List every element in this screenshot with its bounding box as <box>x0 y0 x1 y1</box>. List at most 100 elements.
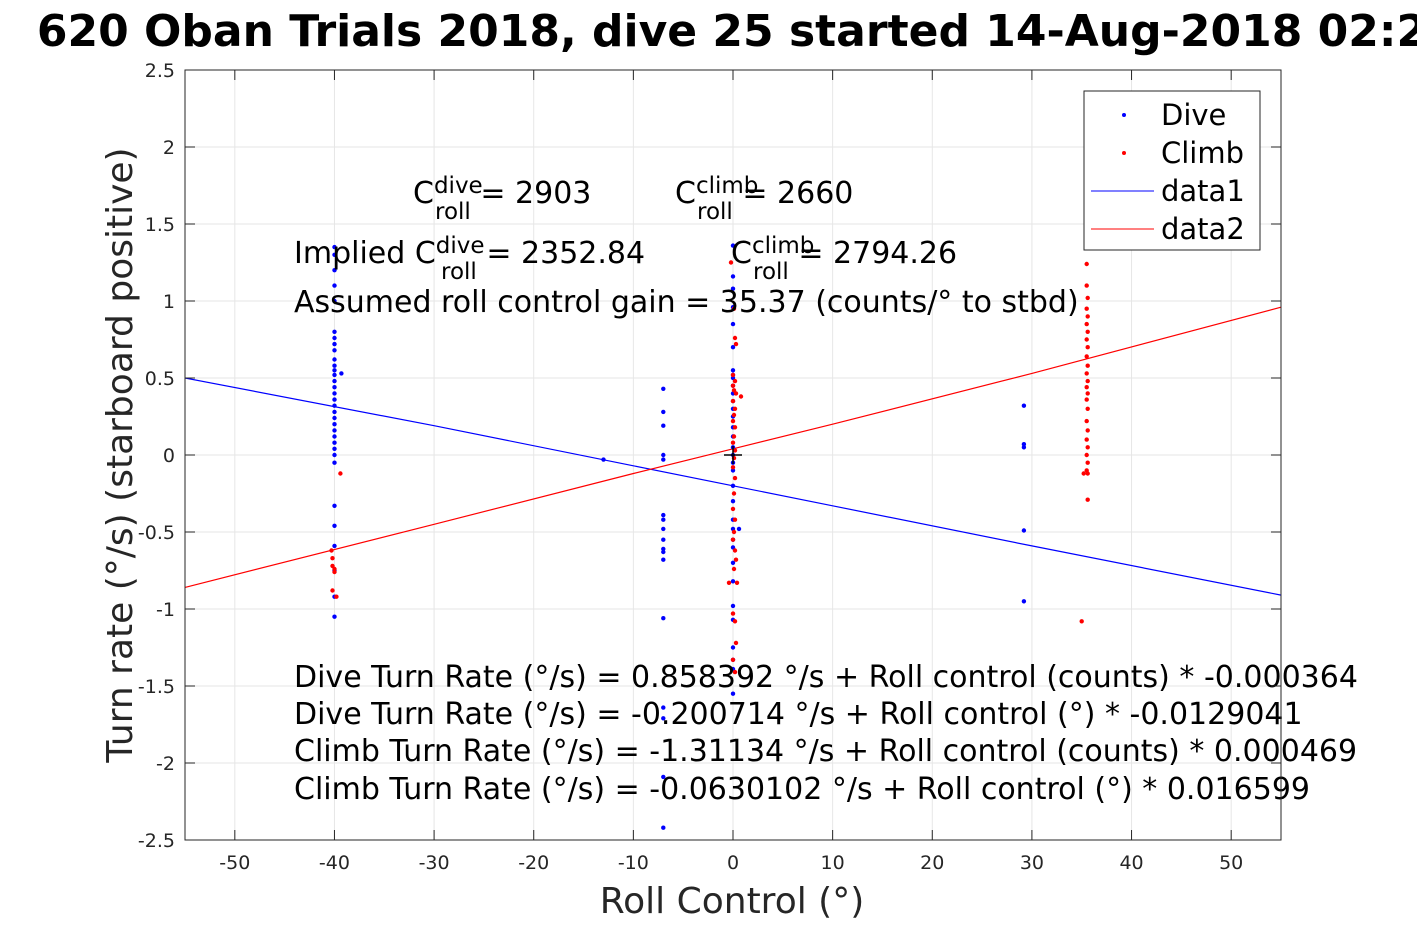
annotation-c-climb-sup: climb <box>696 173 758 199</box>
data-point-dive <box>730 645 736 650</box>
data-point-climb <box>1084 371 1089 376</box>
data-point-climb <box>1085 406 1090 411</box>
annotation-implied-climb: Cclimb roll = 2794.26 <box>731 233 957 285</box>
data-point-climb <box>731 306 737 311</box>
data-point-dive <box>332 403 337 408</box>
data-point-dive <box>661 452 666 458</box>
data-point-climb <box>1084 337 1089 342</box>
legend-box <box>1083 90 1261 251</box>
data-point-dive <box>332 348 337 353</box>
data-point-climb <box>1084 397 1089 402</box>
data-point-climb <box>1085 295 1090 301</box>
data-points <box>329 243 1090 830</box>
data-point-climb <box>731 412 737 418</box>
data-point-dive <box>661 774 666 780</box>
data-point-dive <box>332 460 337 465</box>
data-point-climb <box>1084 385 1089 390</box>
legend-climb-marker <box>1122 151 1126 155</box>
legend-dive-marker <box>1122 113 1126 117</box>
data-point-climb <box>730 657 736 662</box>
legend-climb-label: Climb <box>1161 136 1244 170</box>
data-point-climb <box>734 580 740 585</box>
axis-ticks <box>185 69 1281 841</box>
data-point-dive <box>332 252 337 257</box>
data-point-dive <box>661 423 666 428</box>
data-point-climb <box>733 341 739 347</box>
data-point-dive <box>332 363 337 368</box>
annotation-implied-prefix: Implied C <box>294 236 436 271</box>
data-point-dive <box>332 452 337 458</box>
data-point-climb <box>731 434 737 439</box>
data-point-dive <box>661 705 666 710</box>
annotation-c-climb: Cclimb roll = 2660 <box>675 173 853 225</box>
data-point-dive <box>332 614 337 619</box>
legend: Dive Climb data1 data2 <box>1083 90 1261 251</box>
annotation-implied-dive-sub: roll <box>441 259 477 285</box>
data-point-climb <box>338 471 343 476</box>
annotation-c-dive-sub: roll <box>435 199 471 225</box>
data-point-dive <box>730 603 736 609</box>
data-point-dive <box>661 557 666 562</box>
annotation-implied-climb-main: C <box>731 236 752 271</box>
annotation-c-dive: Cdive roll = 2903 <box>413 173 591 225</box>
origin-marker <box>724 446 742 464</box>
annotation-equation-climb-counts: Climb Turn Rate (°/s) = -1.31134 °/s + R… <box>294 734 1357 769</box>
tick-labels: -50 -40 -30 -20 -10 0 10 20 30 40 50-2.5-2-1.5-1-0… <box>138 60 1243 874</box>
data-point-dive <box>730 483 736 488</box>
data-point-climb <box>730 372 736 378</box>
data-point-climb <box>730 418 736 424</box>
data-point-dive <box>736 526 742 532</box>
data-point-dive <box>332 409 337 415</box>
data-point-dive <box>661 546 666 552</box>
data-point-dive <box>332 543 337 549</box>
y-tick-label: 1.5 <box>145 214 175 236</box>
y-tick-label: -1 <box>156 599 175 621</box>
data-point-dive <box>332 385 337 390</box>
data-point-dive <box>661 386 666 391</box>
y-tick-label: 2 <box>163 137 175 159</box>
x-tick-label: -40 <box>319 852 350 874</box>
annotation-equation-dive-degrees: Dive Turn Rate (°/s) = -0.200714 °/s + R… <box>294 697 1303 732</box>
data-point-dive <box>661 616 666 621</box>
legend-dive-label: Dive <box>1161 98 1226 132</box>
data-point-dive <box>730 345 736 350</box>
annotation-c-climb-main: C <box>675 176 696 211</box>
data-point-climb <box>1081 471 1086 476</box>
x-tick-label: 50 <box>1219 852 1243 874</box>
annotation-implied-climb-sup: climb <box>752 233 814 259</box>
x-tick-label: 30 <box>1020 852 1044 874</box>
data-point-dive <box>661 517 666 522</box>
data-point-dive <box>1021 442 1027 447</box>
data-point-dive <box>332 440 337 445</box>
data-point-dive <box>661 716 666 721</box>
annotation-c-dive-value: = 2903 <box>471 176 592 211</box>
data-point-dive <box>730 691 736 696</box>
data-point-dive <box>661 825 666 830</box>
data-point-dive <box>332 244 337 250</box>
data-point-dive <box>661 457 666 462</box>
data-point-climb <box>1085 329 1090 334</box>
x-tick-label: -20 <box>518 852 549 874</box>
data-point-dive <box>332 335 337 341</box>
data-point-dive <box>332 283 337 288</box>
data-point-dive <box>332 372 337 378</box>
x-tick-label: 40 <box>1119 852 1143 874</box>
data-point-dive <box>332 329 337 334</box>
annotation-c-dive-main: C <box>413 176 434 211</box>
data-point-climb <box>1084 437 1089 442</box>
data-point-climb <box>1085 497 1090 502</box>
data-point-climb <box>733 391 739 396</box>
data-point-climb <box>334 594 339 599</box>
data-point-climb <box>1085 314 1090 319</box>
data-point-dive <box>332 523 337 528</box>
data-point-climb <box>1085 378 1090 384</box>
annotation-implied-dive: Implied Cdive roll = 2352.84 <box>294 233 645 285</box>
data-point-climb <box>730 398 736 404</box>
annotation-implied-climb-value: = 2794.26 <box>789 236 957 271</box>
x-tick-label: 10 <box>821 852 845 874</box>
data-point-climb <box>1084 354 1089 359</box>
data-point-climb <box>732 517 738 522</box>
data-point-dive <box>332 415 337 421</box>
data-point-climb <box>1085 363 1090 368</box>
